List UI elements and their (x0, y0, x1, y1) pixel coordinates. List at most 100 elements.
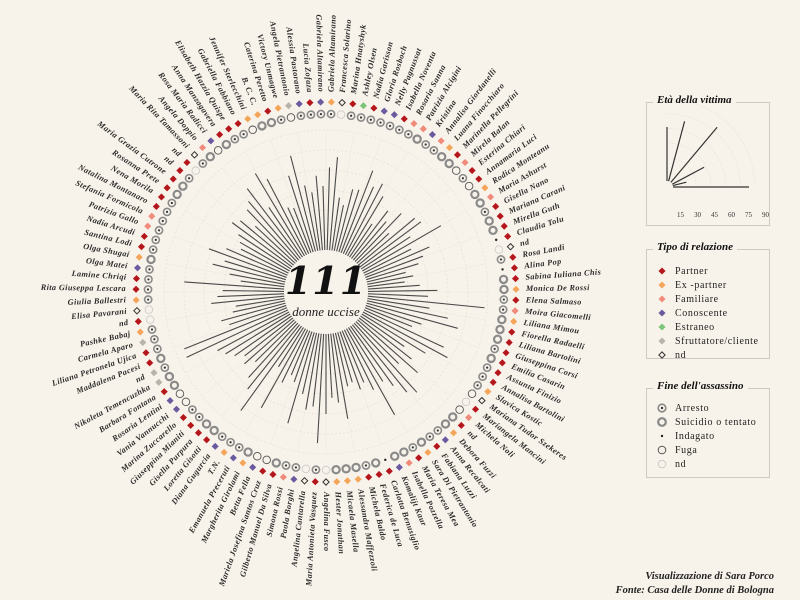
relation-marker (445, 144, 454, 152)
relation-marker (166, 397, 174, 405)
age-bar (240, 220, 295, 266)
age-bar (352, 221, 387, 261)
relation-marker (395, 463, 403, 471)
arrest-marker-dot (188, 177, 191, 180)
victim-name: Alina Pop (523, 257, 562, 271)
suicide-marker (209, 425, 219, 436)
credits: Visualizzazione di Sara Porco Fonte: Cas… (616, 570, 774, 598)
nd-outcome-marker (494, 245, 504, 254)
legend-item-nd: nd (655, 457, 756, 471)
age-bar (232, 300, 286, 313)
nd-outcome-marker (144, 305, 154, 314)
arrest-marker-dot (284, 464, 288, 467)
nd-outcome-marker (191, 166, 201, 175)
relation-marker (150, 369, 158, 377)
age-bar (350, 325, 394, 387)
age-bar (222, 289, 285, 292)
relation-marker (475, 175, 483, 183)
legend-outcome-title: Fine dell'assassino (653, 380, 748, 392)
suicide-marker (448, 412, 458, 422)
legend-item-nd: nd (655, 348, 759, 362)
arrest-marker (187, 405, 197, 415)
age-bar (366, 271, 406, 283)
arrest-marker-dot (153, 338, 156, 341)
relation-marker (144, 222, 152, 230)
suicide-marker (492, 334, 503, 344)
age-bar (234, 315, 292, 357)
arrest-marker-dot (350, 114, 353, 117)
escape-marker (181, 397, 191, 407)
relation-marker (176, 167, 184, 175)
total-count: 111 (284, 258, 368, 303)
arrest-marker (498, 305, 508, 315)
diamond-icon (655, 323, 669, 331)
relation-marker (244, 115, 252, 123)
relation-marker (457, 421, 465, 429)
relation-marker (465, 413, 473, 422)
relation-marker (338, 98, 346, 107)
dot-icon (655, 431, 669, 441)
relation-marker (365, 473, 373, 481)
arrest-marker-dot (314, 468, 318, 471)
nd-outcome-marker (301, 464, 311, 474)
suicide-marker (470, 189, 480, 200)
arrest-marker (198, 159, 208, 168)
age-bar (357, 217, 416, 266)
relation-marker (354, 475, 362, 483)
arrest-marker (296, 111, 306, 121)
escape-marker (262, 455, 271, 465)
age-bar (361, 313, 426, 354)
victim-name: nd (118, 318, 129, 328)
relation-markers (132, 98, 520, 486)
legend-item-suicidio: Suicidio o tentato (655, 415, 756, 429)
grid-spoke (166, 263, 285, 285)
suicide-marker (351, 462, 361, 473)
grid-spoke (173, 306, 287, 348)
relation-marker (400, 115, 408, 123)
age-bar (331, 197, 340, 251)
age-bar (244, 319, 295, 365)
escape-marker (213, 146, 223, 155)
relation-marker (148, 212, 156, 220)
age-bar (354, 213, 402, 263)
relation-marker (504, 232, 512, 240)
relation-marker (512, 285, 520, 293)
arrest-marker-dot (502, 308, 505, 311)
arrest-marker (326, 109, 336, 119)
relation-marker (375, 470, 383, 478)
diamond-icon (655, 267, 669, 275)
suicide-marker (271, 458, 281, 468)
age-bar (240, 248, 289, 274)
relation-marker (349, 100, 357, 108)
arrest-marker-dot (329, 112, 333, 116)
relation-marker (343, 477, 351, 485)
relation-marker (274, 104, 282, 112)
arrest-marker (276, 115, 286, 125)
relation-marker (249, 463, 257, 471)
relation-marker (239, 459, 247, 467)
arrest-marker-dot (388, 124, 392, 128)
arrest-marker (490, 344, 500, 354)
age-bar (367, 289, 438, 292)
age-bar (364, 246, 430, 276)
relation-marker (300, 476, 309, 485)
arrest-marker-dot (411, 446, 414, 449)
age-bar (293, 331, 313, 383)
age-bar (366, 300, 448, 319)
age-bar (348, 327, 384, 382)
relation-marker (327, 98, 335, 106)
legend-item-sfruttatore: Sfruttatore/cliente (655, 334, 759, 348)
legend-outcome: Fine dell'assassino Arresto Suicidio o t… (646, 380, 770, 478)
relation-marker (254, 111, 262, 119)
investigated-marker (494, 238, 498, 242)
relation-marker (322, 478, 330, 486)
arrest-marker (361, 461, 371, 470)
arrest-marker (433, 426, 443, 435)
age-bar (346, 328, 396, 416)
suicide-marker (440, 419, 451, 429)
investigated-marker (384, 458, 387, 462)
relation-marker (419, 125, 427, 133)
age-bar (247, 324, 301, 390)
legend-item-partner: Partner (655, 264, 759, 278)
suicide-marker (257, 121, 267, 131)
